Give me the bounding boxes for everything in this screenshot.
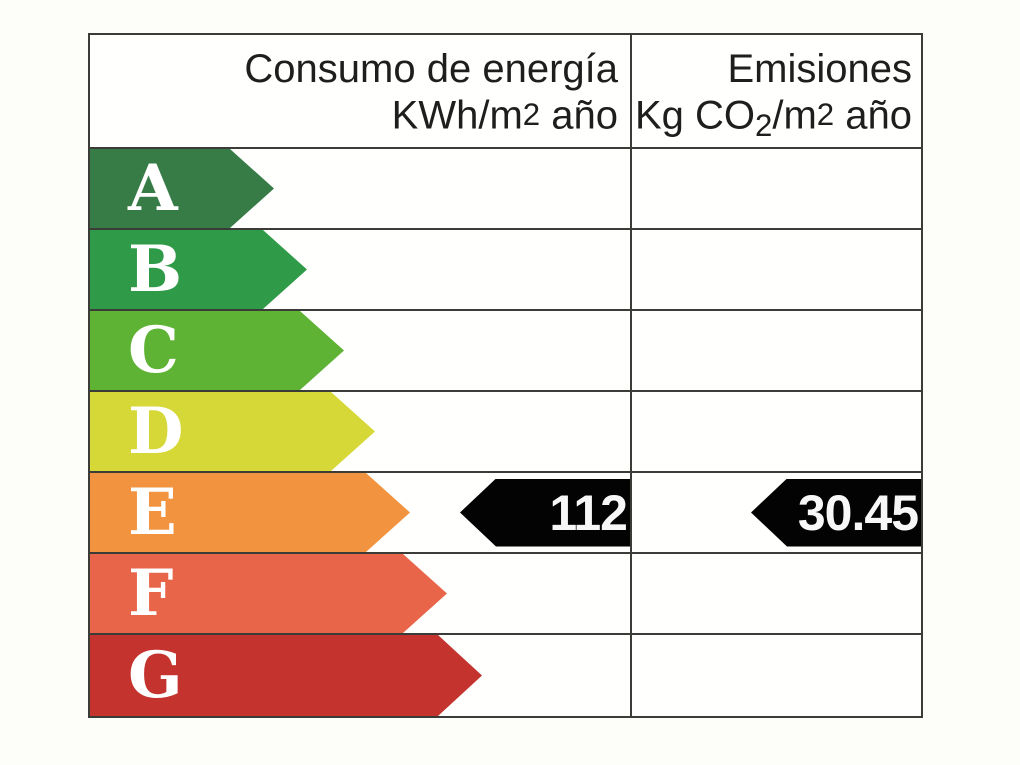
rating-row-b: B <box>90 230 921 311</box>
rating-table: Consumo de energía KWh/m2 año Emisiones … <box>88 33 923 718</box>
header-emissions-unit-mid: /m <box>772 93 817 138</box>
rating-arrow-f-icon: F <box>90 554 447 633</box>
rating-arrow-a-icon: A <box>90 149 274 228</box>
header-consumption-title: Consumo de energía <box>244 47 618 91</box>
rating-arrow-b-icon: B <box>90 230 307 309</box>
header-consumption-line1: Consumo de energía <box>90 47 618 92</box>
header-emissions-co2-sub: 2 <box>754 108 773 144</box>
rating-arrow-d-icon: D <box>90 392 375 471</box>
table-header: Consumo de energía KWh/m2 año Emisiones … <box>90 35 921 149</box>
rating-letter-c: C <box>128 312 179 388</box>
rating-row-f: F <box>90 554 921 635</box>
header-emissions: Emisiones Kg CO2/m2 año <box>632 35 921 147</box>
rating-letter-d: D <box>128 393 184 469</box>
emissions-cell-d <box>632 392 921 471</box>
rating-letter-g: G <box>128 637 183 713</box>
rating-letter-f: F <box>128 555 174 631</box>
emissions-value-arrow-icon: 30.45 <box>751 478 921 547</box>
consumption-cell-a: A <box>90 149 632 228</box>
consumption-cell-d: D <box>90 392 632 471</box>
emissions-cell-c <box>632 311 921 390</box>
consumption-value-arrow-text: 112 <box>549 484 628 541</box>
consumption-cell-e: E 112 <box>90 473 632 552</box>
emissions-cell-a <box>632 149 921 228</box>
header-emissions-unit-suffix: año <box>834 93 912 138</box>
rating-row-e: E 112 30.45 <box>90 473 921 554</box>
rating-row-d: D <box>90 392 921 473</box>
consumption-cell-c: C <box>90 311 632 390</box>
rating-row-g: G <box>90 635 921 716</box>
consumption-cell-b: B <box>90 230 632 309</box>
rating-rows: A B C D E 112 30.45 F G <box>90 149 921 716</box>
rating-arrow-c-icon: C <box>90 311 344 390</box>
emissions-cell-f <box>632 554 921 633</box>
emissions-cell-e: 30.45 <box>632 473 921 552</box>
rating-row-c: C <box>90 311 921 392</box>
emissions-cell-g <box>632 635 921 716</box>
rating-arrow-e-icon: E <box>90 473 410 552</box>
header-consumption-line2: KWh/m2 año <box>90 92 618 139</box>
rating-letter-e: E <box>128 474 177 550</box>
consumption-cell-f: F <box>90 554 632 633</box>
emissions-value-arrow-text: 30.45 <box>797 484 919 541</box>
header-emissions-unit: Kg CO <box>634 93 755 138</box>
consumption-cell-g: G <box>90 635 632 716</box>
header-emissions-line2: Kg CO2/m2 año <box>632 92 912 148</box>
emissions-cell-b <box>632 230 921 309</box>
header-consumption: Consumo de energía KWh/m2 año <box>90 35 632 147</box>
rating-row-a: A <box>90 149 921 230</box>
header-emissions-title: Emisiones <box>727 47 912 91</box>
header-consumption-unit-suffix: año <box>540 93 618 138</box>
rating-letter-a: A <box>128 150 178 226</box>
header-consumption-unit: KWh/m <box>391 93 523 138</box>
rating-arrow-g-icon: G <box>90 635 482 716</box>
header-emissions-line1: Emisiones <box>632 47 912 92</box>
header-emissions-unit-exp: 2 <box>816 97 835 132</box>
header-consumption-unit-exp: 2 <box>522 97 541 132</box>
rating-letter-b: B <box>128 231 183 307</box>
consumption-value-arrow-icon: 112 <box>460 478 630 547</box>
